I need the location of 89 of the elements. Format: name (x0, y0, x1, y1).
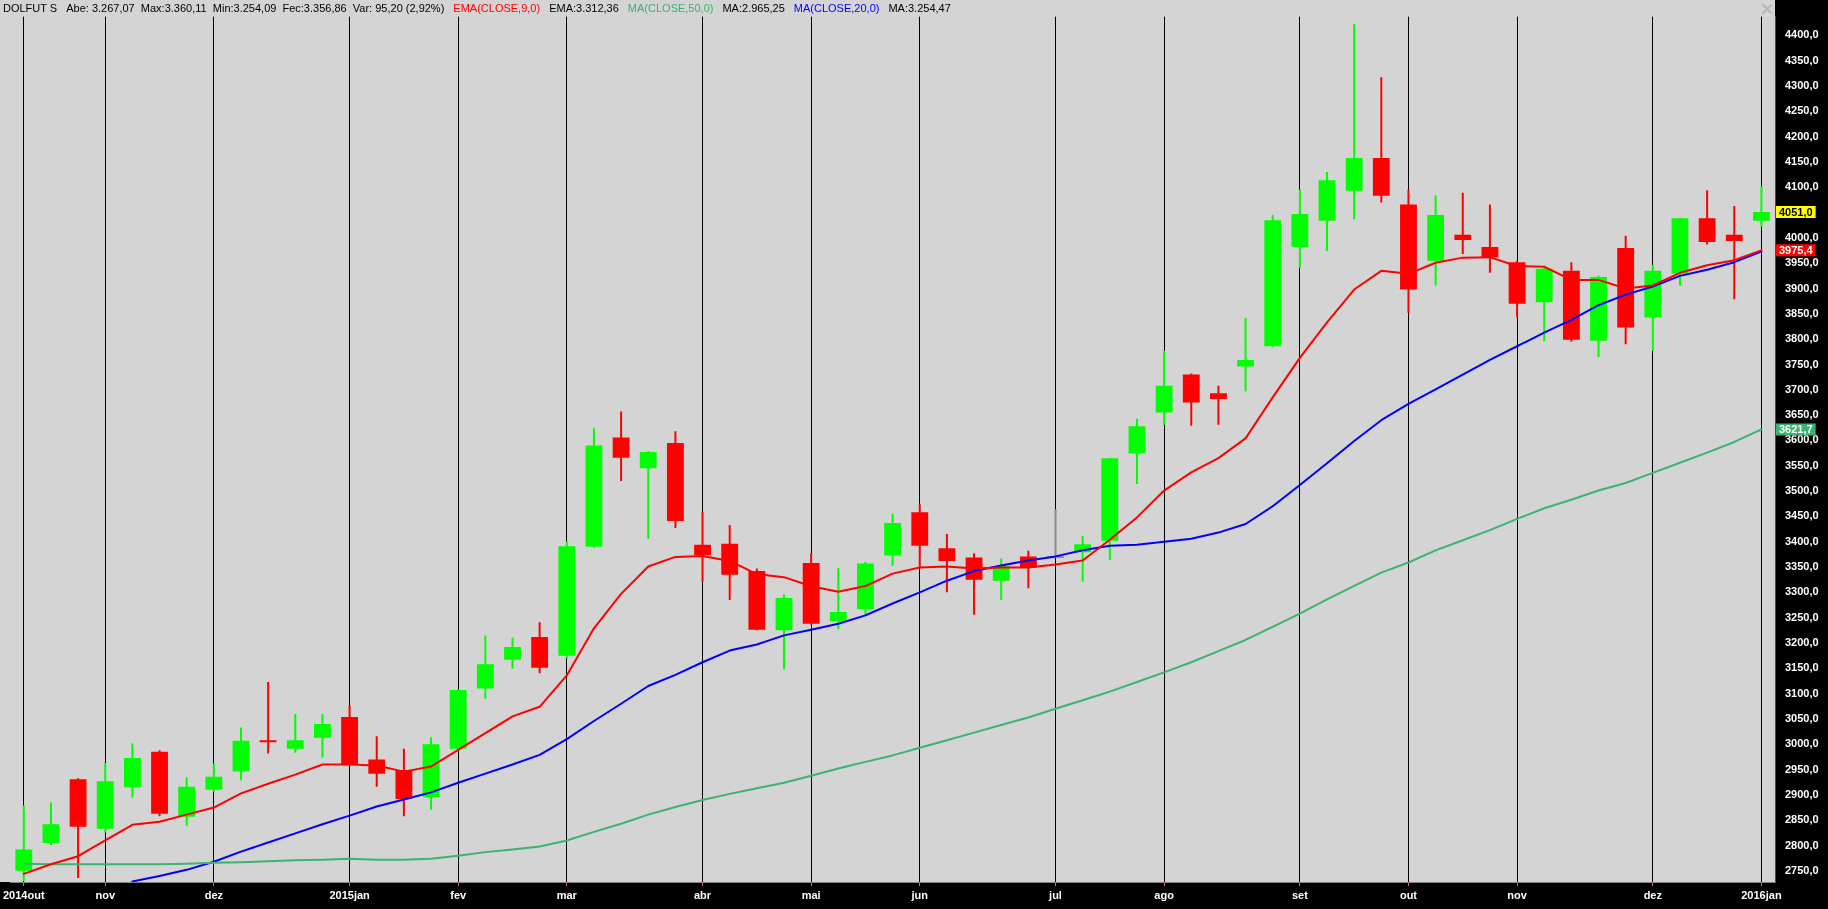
candlestick (938, 534, 956, 593)
candlestick (1155, 350, 1173, 425)
y-tick-label: 3550,0 (1785, 458, 1819, 471)
y-tick-label: 3350,0 (1785, 560, 1819, 573)
y-tick-label: 2950,0 (1785, 762, 1819, 775)
x-tick-label: 2014out (3, 888, 45, 901)
candlestick (1427, 195, 1445, 286)
candlestick (911, 504, 929, 568)
text: MA:2.965,25 (722, 1, 785, 15)
y-tick-label: 3200,0 (1785, 636, 1819, 649)
y-tick-label: 3800,0 (1785, 332, 1819, 345)
y-tick-label: 4100,0 (1785, 180, 1819, 193)
y-tick-label: 2850,0 (1785, 813, 1819, 826)
x-tick-label: dez (1643, 888, 1663, 901)
text: MA(CLOSE,20,0) (793, 1, 880, 15)
y-tick-label: 3900,0 (1785, 281, 1819, 294)
x-tick-label: ago (1154, 888, 1175, 901)
text: 4051,0 (1779, 205, 1813, 218)
candlestick (476, 635, 494, 699)
text: EMA:3.312,36 (549, 1, 619, 15)
y-tick-label: 3950,0 (1785, 256, 1819, 269)
y-tick-label: 3050,0 (1785, 711, 1819, 724)
y-tick-label: 3150,0 (1785, 661, 1819, 674)
x-tick-label: set (1291, 888, 1309, 901)
text: EMA(CLOSE,9,0) (453, 1, 541, 15)
data-label: 3621,7 (1779, 422, 1813, 435)
candlestick (314, 713, 331, 758)
candlestick (558, 541, 576, 659)
text: MA:3.254,47 (888, 1, 951, 15)
x-tick-label: out (1399, 888, 1418, 901)
candlestick (123, 743, 141, 798)
candlestick (694, 511, 711, 582)
candlestick (1264, 215, 1282, 348)
x-tick-label: nov (95, 888, 116, 901)
candlestick (504, 637, 521, 669)
candlestick (259, 681, 277, 754)
candlestick (612, 411, 630, 481)
x-tick-label: dez (204, 888, 224, 901)
candlestick (1291, 189, 1309, 268)
candlestick (531, 622, 549, 674)
x-tick-label: nov (1507, 888, 1528, 901)
x-tick-label: jul (1048, 888, 1062, 901)
y-tick-label: 3600,0 (1785, 433, 1819, 446)
y-tick-label: 4000,0 (1785, 230, 1819, 243)
text: MA(CLOSE,50,0) (627, 1, 714, 15)
y-tick-label: 4250,0 (1785, 104, 1819, 117)
chart-title: DOLFUT S (3, 1, 58, 15)
x-tick-label: fev (450, 888, 468, 901)
candlestick (639, 451, 657, 539)
y-tick-label: 4350,0 (1785, 53, 1819, 66)
y-tick-label: 3850,0 (1785, 306, 1819, 319)
candlestick (1454, 192, 1472, 255)
x-tick-label: 2016jan (1741, 888, 1782, 901)
chart-subtitle: Abe: 3.267,07 Max:3.360,11 Min:3.254,09 Fec:3.356,86 Var: 95,20 (2,92%) (66, 1, 445, 15)
candlestick (1237, 317, 1254, 392)
y-tick-label: 4400,0 (1785, 28, 1819, 41)
y-tick-label: 4200,0 (1785, 129, 1819, 142)
candlestick (884, 513, 902, 567)
candlestick (1210, 385, 1227, 425)
candlestick (286, 713, 304, 753)
candlestick (205, 763, 223, 792)
y-tick-label: 3500,0 (1785, 484, 1819, 497)
candlestick (1345, 24, 1363, 220)
candlestick (151, 750, 168, 817)
y-tick-label: 2800,0 (1785, 838, 1819, 851)
candlestick (96, 763, 114, 833)
candlestick (1372, 77, 1390, 203)
y-tick-label: 2750,0 (1785, 863, 1819, 876)
x-tick-label: 2015jan (329, 888, 371, 901)
y-tick-label: 3250,0 (1785, 610, 1819, 623)
candlestick (1753, 186, 1770, 227)
data-label: 3975,4 (1779, 243, 1814, 256)
y-tick-label: 3750,0 (1785, 357, 1819, 370)
y-tick-label: 3700,0 (1785, 382, 1819, 395)
y-tick-label: 3400,0 (1785, 534, 1819, 547)
y-tick-label: 3100,0 (1785, 686, 1819, 699)
x-tick-label: abr (693, 888, 712, 901)
y-tick-label: 2900,0 (1785, 787, 1819, 800)
y-tick-label: 3450,0 (1785, 509, 1819, 522)
x-tick-label: mar (556, 888, 578, 901)
y-tick-label: 4150,0 (1785, 154, 1819, 167)
y-tick-label: 3000,0 (1785, 737, 1819, 750)
candlestick (666, 431, 684, 529)
candlestick (1698, 190, 1716, 245)
y-tick-label: 4300,0 (1785, 79, 1819, 92)
x-tick-label: mai (801, 888, 821, 901)
x-tick-label: jun (910, 888, 929, 901)
y-tick-label: 3300,0 (1785, 585, 1819, 598)
y-tick-label: 3650,0 (1785, 408, 1819, 421)
